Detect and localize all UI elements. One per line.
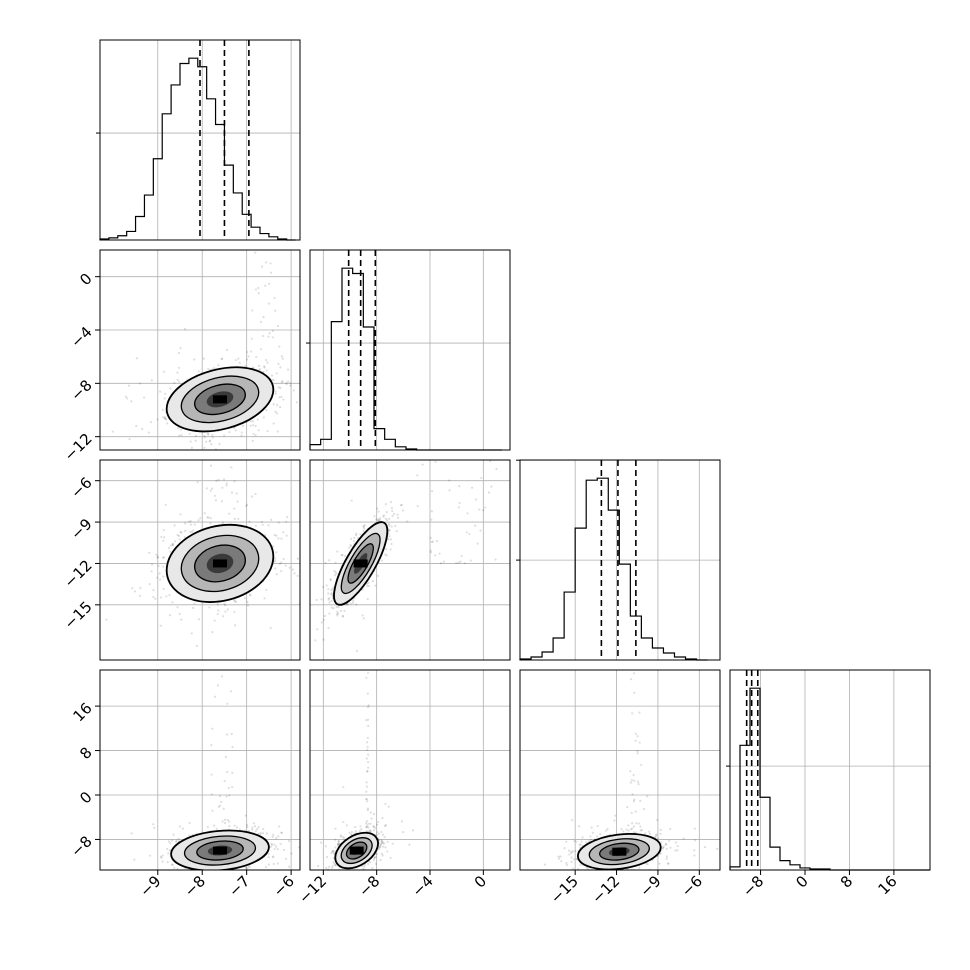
x-tick-label: −9	[636, 872, 664, 900]
histogram-step	[519, 477, 708, 661]
x-axis-1: −12 −8 −4 0	[295, 870, 490, 907]
axes-frame	[519, 669, 721, 871]
y-tick-label: −15	[61, 598, 96, 633]
density-layer	[314, 460, 498, 653]
axes-frame	[309, 669, 511, 871]
density-peak	[349, 846, 364, 855]
y-tick-label: −12	[61, 556, 96, 591]
axes-frame	[99, 39, 301, 241]
y-tick-label: −8	[67, 832, 95, 860]
x-axis-3: −8 0 8 16	[739, 870, 901, 900]
histogram-step	[309, 267, 502, 451]
density-peak	[612, 847, 627, 856]
x-tick-label: −12	[588, 872, 623, 907]
x-tick-label: 8	[837, 872, 856, 891]
x-axis-2: −15 −12 −9 −6	[547, 870, 706, 907]
y-tick-label: 8	[76, 743, 95, 762]
axes-frame	[309, 249, 511, 451]
x-axis-0: −9 −8 −7 −6	[136, 870, 298, 900]
scatter-panel-2-0	[99, 459, 301, 661]
density-layer	[105, 464, 300, 648]
axes-frame	[99, 249, 301, 451]
x-tick-label: −6	[678, 872, 706, 900]
x-tick-label: −15	[547, 872, 582, 907]
scatter-panel-2-1	[309, 459, 511, 661]
x-tick-label: −4	[408, 872, 436, 900]
histogram-panel-0	[96, 39, 301, 241]
scatter-panel-3-0	[99, 669, 301, 871]
x-tick-label: −8	[355, 872, 383, 900]
x-tick-label: −9	[136, 872, 164, 900]
histogram-step	[99, 57, 296, 241]
y-tick-label: −8	[67, 376, 95, 404]
density-peak	[213, 559, 227, 568]
density-peak	[353, 559, 368, 568]
y-tick-label: −4	[67, 323, 95, 351]
histogram-panel-1	[306, 249, 511, 451]
density-layer	[317, 671, 415, 870]
axes-frame	[729, 669, 931, 871]
scatter-panel-1-0	[99, 249, 301, 451]
y-axis-1: −12 −8 −4 0	[61, 270, 100, 465]
density-layer	[111, 251, 300, 450]
y-tick-label: 16	[69, 699, 95, 725]
y-axis-3: −8 0 8 16	[67, 699, 100, 861]
density-layer	[130, 675, 300, 870]
x-tick-label: 16	[874, 872, 900, 898]
x-tick-label: −12	[295, 872, 330, 907]
y-tick-label: −9	[67, 515, 95, 543]
y-tick-label: −6	[67, 474, 95, 502]
density-peak	[213, 395, 227, 404]
x-tick-label: −7	[225, 872, 253, 900]
y-axis-2: −15 −12 −9 −6	[61, 474, 100, 633]
density-peak	[213, 846, 227, 855]
axes-frame	[99, 669, 301, 871]
histogram-panel-2	[516, 459, 721, 661]
axes-frame	[309, 459, 511, 661]
axes-frame	[519, 459, 721, 661]
y-tick-label: 0	[76, 270, 95, 289]
x-tick-label: −6	[270, 872, 298, 900]
x-tick-label: 0	[792, 872, 811, 891]
x-tick-label: −8	[739, 872, 767, 900]
scatter-panel-3-2	[519, 669, 721, 871]
y-tick-label: 0	[76, 788, 95, 807]
histogram-panel-3	[726, 669, 931, 871]
histogram-step	[729, 687, 930, 871]
x-tick-label: 0	[471, 872, 490, 891]
density-layer	[543, 672, 719, 870]
scatter-panel-3-1	[309, 669, 511, 871]
x-tick-label: −8	[181, 872, 209, 900]
axes-frame	[99, 459, 301, 661]
y-tick-label: −12	[61, 430, 96, 465]
